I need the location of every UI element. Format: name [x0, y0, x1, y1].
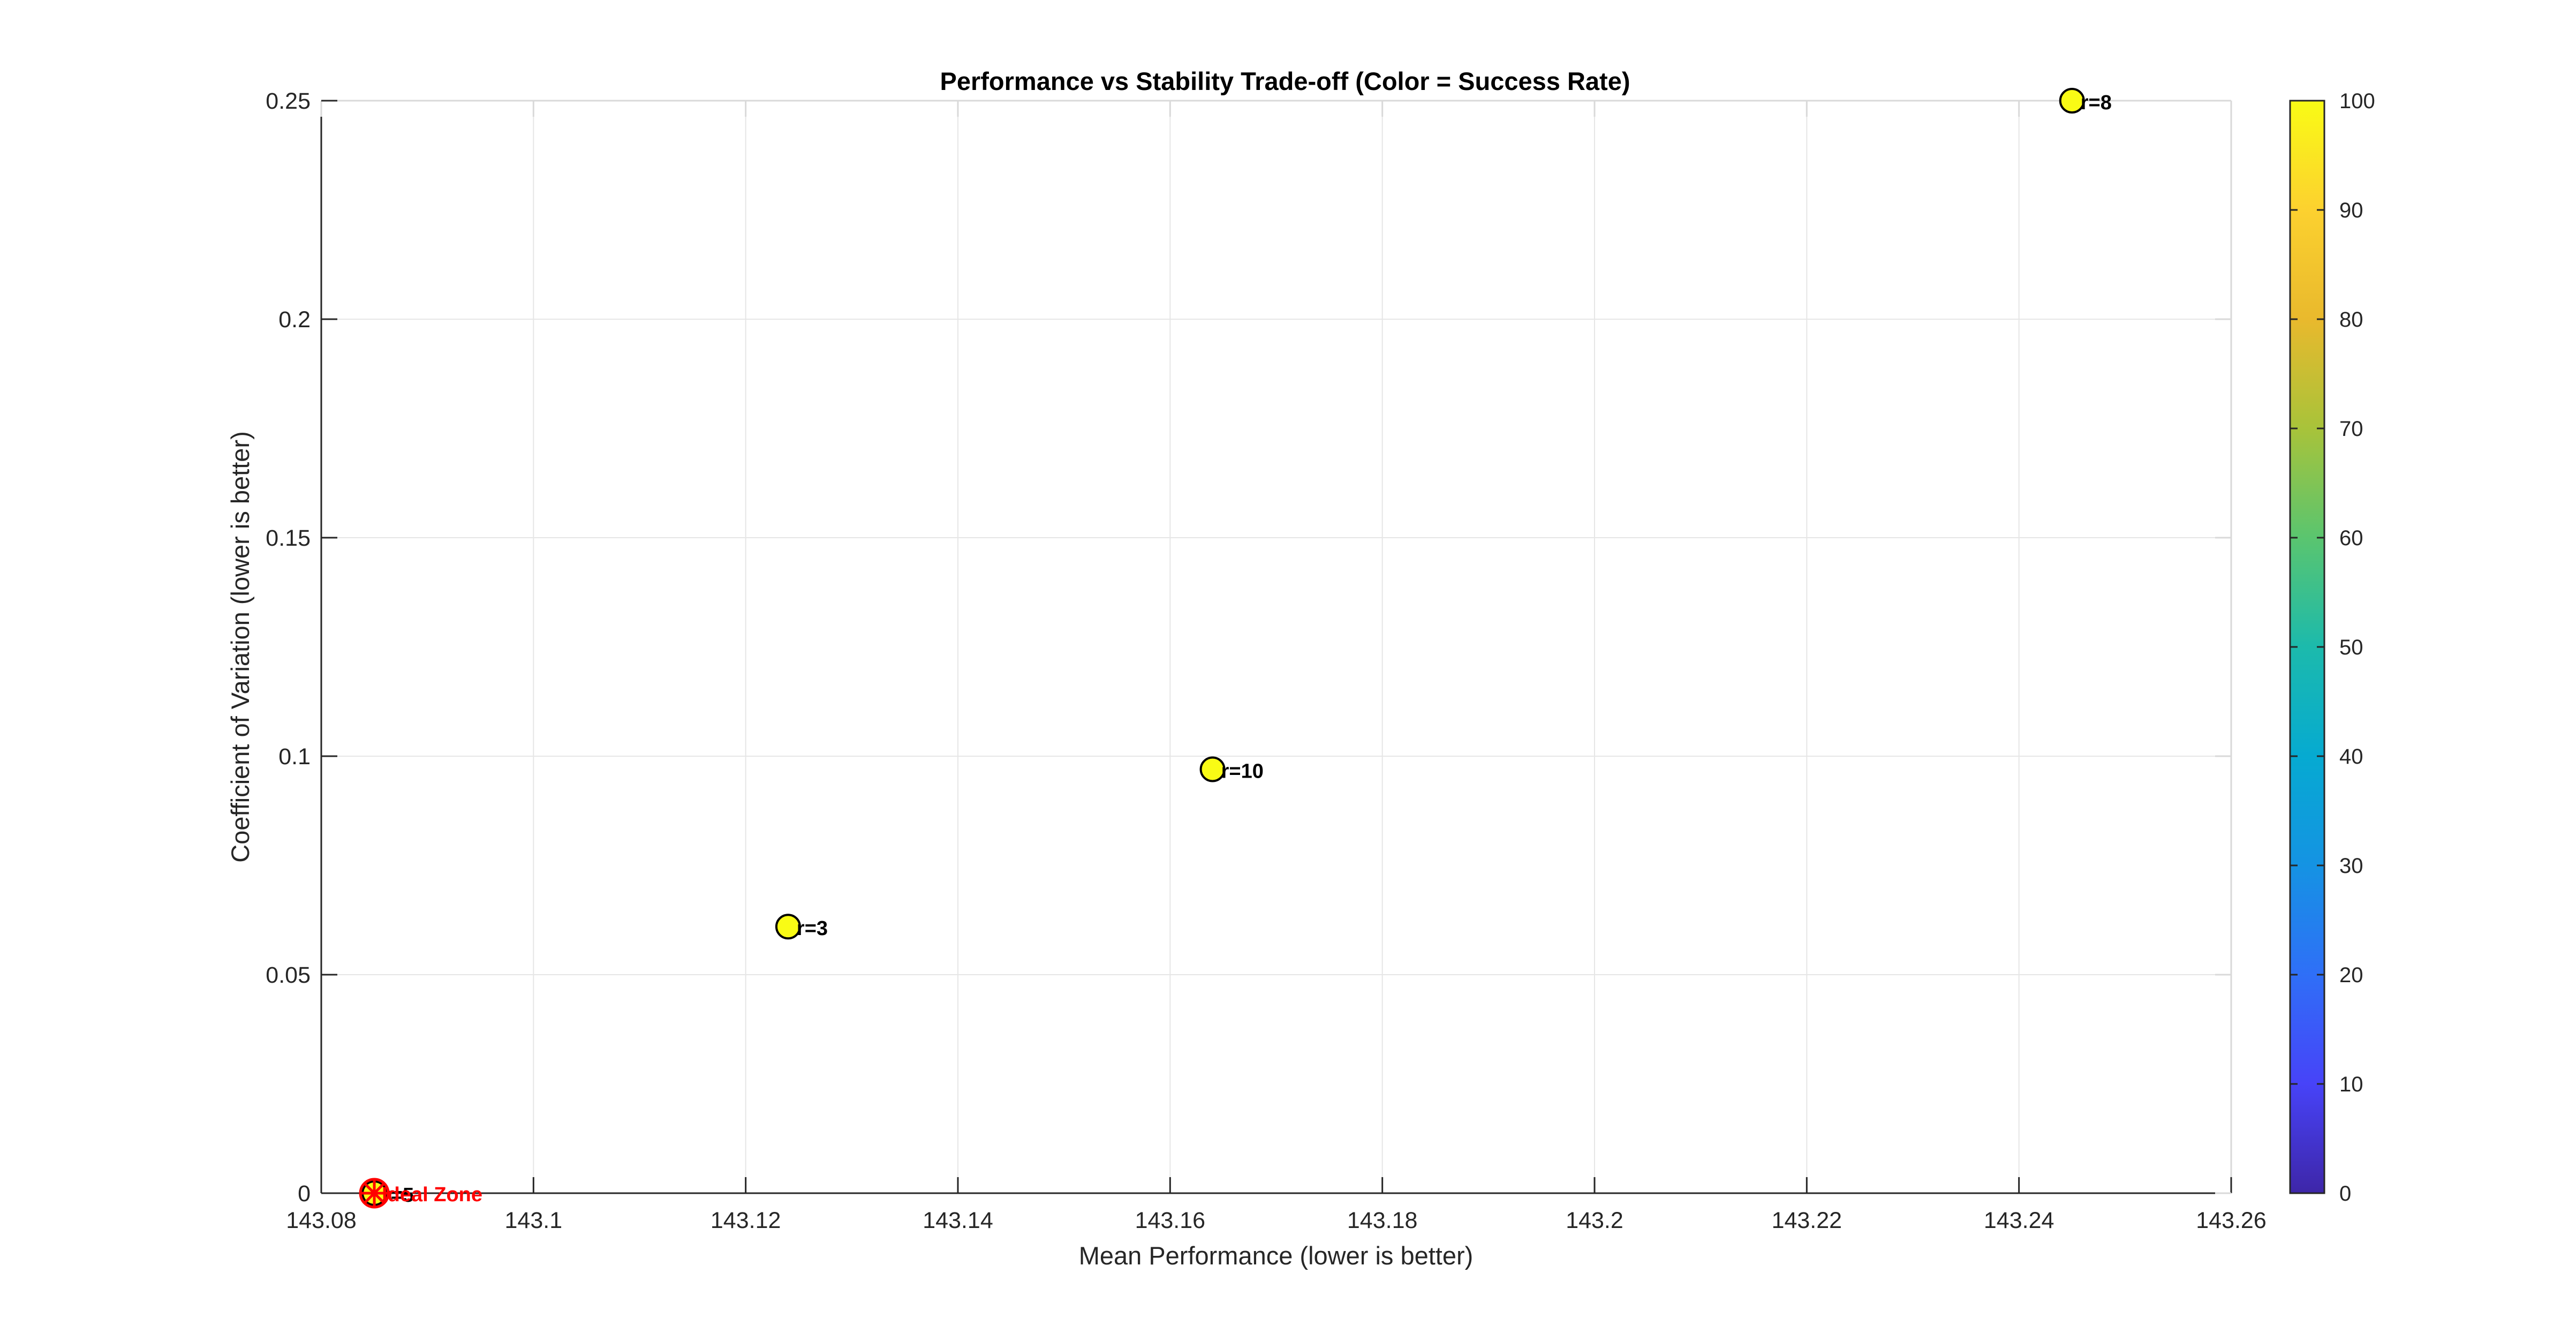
y-tick-label: 0.2 [278, 307, 311, 333]
colorbar-tick-label: 90 [2339, 199, 2363, 222]
y-tick-label: 0.05 [266, 962, 311, 988]
y-axis-label: Coefficient of Variation (lower is bette… [226, 431, 254, 862]
data-point [1199, 756, 1226, 782]
colorbar-tick-label: 30 [2339, 854, 2363, 878]
data-point [775, 914, 801, 940]
ideal-zone-marker: Ideal Zone [359, 1178, 482, 1209]
x-tick-label: 143.18 [1347, 1208, 1418, 1233]
x-tick-label: 143.22 [1772, 1208, 1842, 1233]
x-axis-label: Mean Performance (lower is better) [1079, 1241, 1474, 1270]
data-point [2059, 88, 2085, 114]
colorbar-ticks: 0 10 20 30 40 50 60 70 80 90 100 [2290, 89, 2375, 1206]
colorbar-tick-label: 70 [2339, 417, 2363, 441]
y-tick-label: 0.15 [266, 525, 311, 551]
data-point-label: r=8 [2081, 92, 2112, 114]
star-marker [359, 1178, 390, 1209]
y-tick-label: 0.25 [266, 88, 311, 114]
colorbar-tick-label: 20 [2339, 963, 2363, 987]
x-tick-label: 143.2 [1566, 1208, 1623, 1233]
colorbar-tick-label: 0 [2339, 1182, 2351, 1206]
ideal-zone-label: Ideal Zone [382, 1184, 482, 1206]
x-tick-label: 143.08 [286, 1208, 357, 1233]
chart-title: Performance vs Stability Trade-off (Colo… [940, 67, 1630, 95]
colorbar-tick-label: 50 [2339, 636, 2363, 659]
x-tick-label: 143.24 [1984, 1208, 2054, 1233]
x-tick-label: 143.16 [1135, 1208, 1206, 1233]
star-ray [362, 1181, 386, 1205]
y-tick-label: 0.1 [278, 744, 311, 770]
x-tick-label: 143.12 [711, 1208, 781, 1233]
plot-area [321, 101, 2231, 1193]
colorbar-tick-label: 60 [2339, 526, 2363, 550]
x-tick-label: 143.14 [923, 1208, 993, 1233]
colorbar: 0 10 20 30 40 50 60 70 80 90 100 [2289, 89, 2375, 1206]
y-tick-label: 0 [298, 1181, 311, 1207]
colorbar-tick-label: 100 [2339, 89, 2375, 113]
colorbar-tick-label: 10 [2339, 1073, 2363, 1096]
colorbar-tick-label: 80 [2339, 308, 2363, 332]
colorbar-tick-label: 40 [2339, 745, 2363, 769]
x-tick-label: 143.1 [505, 1208, 563, 1233]
x-axis-ticks: 143.08 143.1 143.12 143.14 143.16 143.18 143.2… [286, 101, 2267, 1233]
x-tick-label: 143.26 [2196, 1208, 2267, 1233]
data-point-label: r=10 [1221, 760, 1264, 782]
plot-axes [320, 100, 2232, 1194]
data-point-label: r=3 [797, 917, 828, 940]
y-axis-ticks: 0 0.05 0.1 0.15 0.2 0.25 [266, 88, 2231, 1207]
